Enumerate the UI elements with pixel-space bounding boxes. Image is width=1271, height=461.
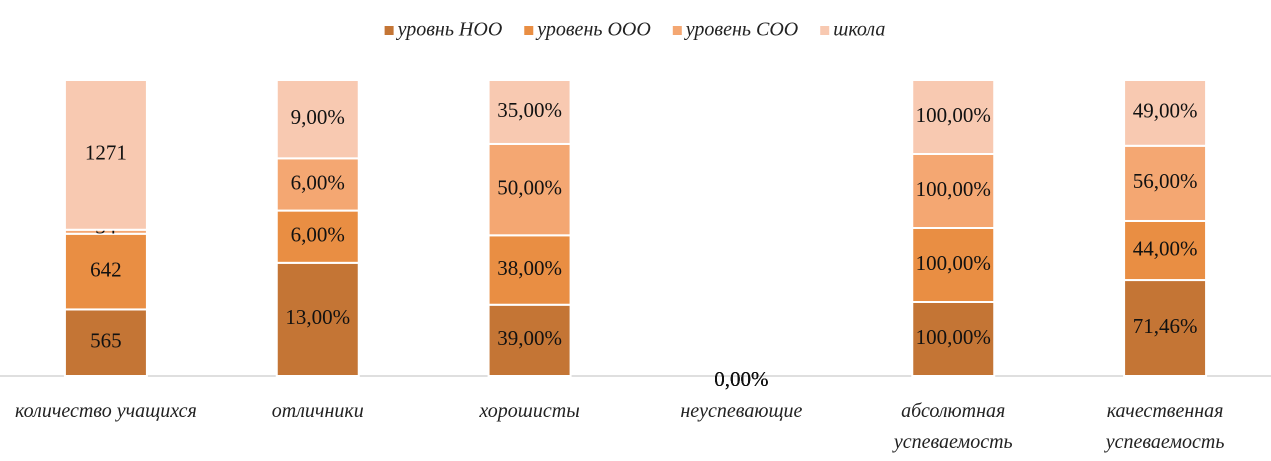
x-tick-label: хорошисты: [479, 400, 580, 422]
data-label: 0,00%: [714, 367, 768, 391]
legend-label: уровень СОО: [684, 19, 798, 41]
legend-swatch: [820, 26, 830, 35]
data-label: 0,00%: [714, 367, 768, 391]
legend-label: уровнь НОО: [396, 19, 503, 41]
data-label: 0,00%: [714, 367, 768, 391]
bar-segment: [63, 79, 148, 231]
bar-segment: [911, 227, 996, 303]
bar-segment: [1123, 144, 1208, 222]
data-label: 44,00%: [1133, 236, 1198, 260]
bar-segment: [911, 153, 996, 229]
data-label: 0,00%: [714, 367, 768, 391]
bar-segment: [275, 261, 360, 377]
data-label: 100,00%: [916, 251, 991, 275]
x-tick-label: отличники: [271, 400, 364, 422]
legend-swatch: [384, 26, 394, 35]
bar-segment: [487, 79, 572, 145]
data-label: 100,00%: [916, 177, 991, 201]
bar-segment: [1123, 219, 1208, 282]
bar-segment: [1123, 279, 1208, 378]
legend-label: уровень ООО: [535, 19, 651, 41]
data-label: 50,00%: [497, 175, 562, 199]
data-label: 39,00%: [497, 326, 562, 350]
bar-segment: [487, 142, 572, 237]
bar-segment: [63, 308, 148, 377]
bar-segment: [1123, 79, 1208, 147]
legend-swatch: [524, 26, 534, 35]
data-label: 6,00%: [291, 170, 345, 194]
data-label: 13,00%: [285, 305, 350, 329]
data-label: 100,00%: [916, 103, 991, 127]
data-label: 6,00%: [291, 223, 345, 247]
data-label: 49,00%: [1133, 99, 1198, 123]
data-label: 35,00%: [497, 98, 562, 122]
bar-segment: [63, 232, 148, 311]
bar-segment: [275, 79, 360, 160]
bar-segment: [487, 303, 572, 378]
x-tick-label: количество учащихся: [15, 400, 197, 422]
data-label: 71,46%: [1133, 314, 1198, 338]
x-tick-label: неуспевающие: [680, 400, 803, 422]
legend-label: школа: [833, 19, 885, 41]
bar-segment: [275, 157, 360, 212]
data-label: 100,00%: [916, 325, 991, 349]
x-tick-label: абсолютная успеваемость: [893, 400, 1013, 453]
bar-segment: [911, 79, 996, 155]
bar-segment: [487, 234, 572, 306]
data-label: 565: [90, 329, 122, 353]
bar-segment: [275, 209, 360, 264]
data-label: 642: [90, 257, 122, 281]
data-label: 38,00%: [497, 256, 562, 280]
data-label: 56,00%: [1133, 169, 1198, 193]
legend-swatch: [672, 26, 682, 35]
data-label: 1271: [85, 141, 127, 165]
x-tick-label: качественная успеваемость: [1105, 400, 1225, 453]
data-label: 9,00%: [291, 105, 345, 129]
